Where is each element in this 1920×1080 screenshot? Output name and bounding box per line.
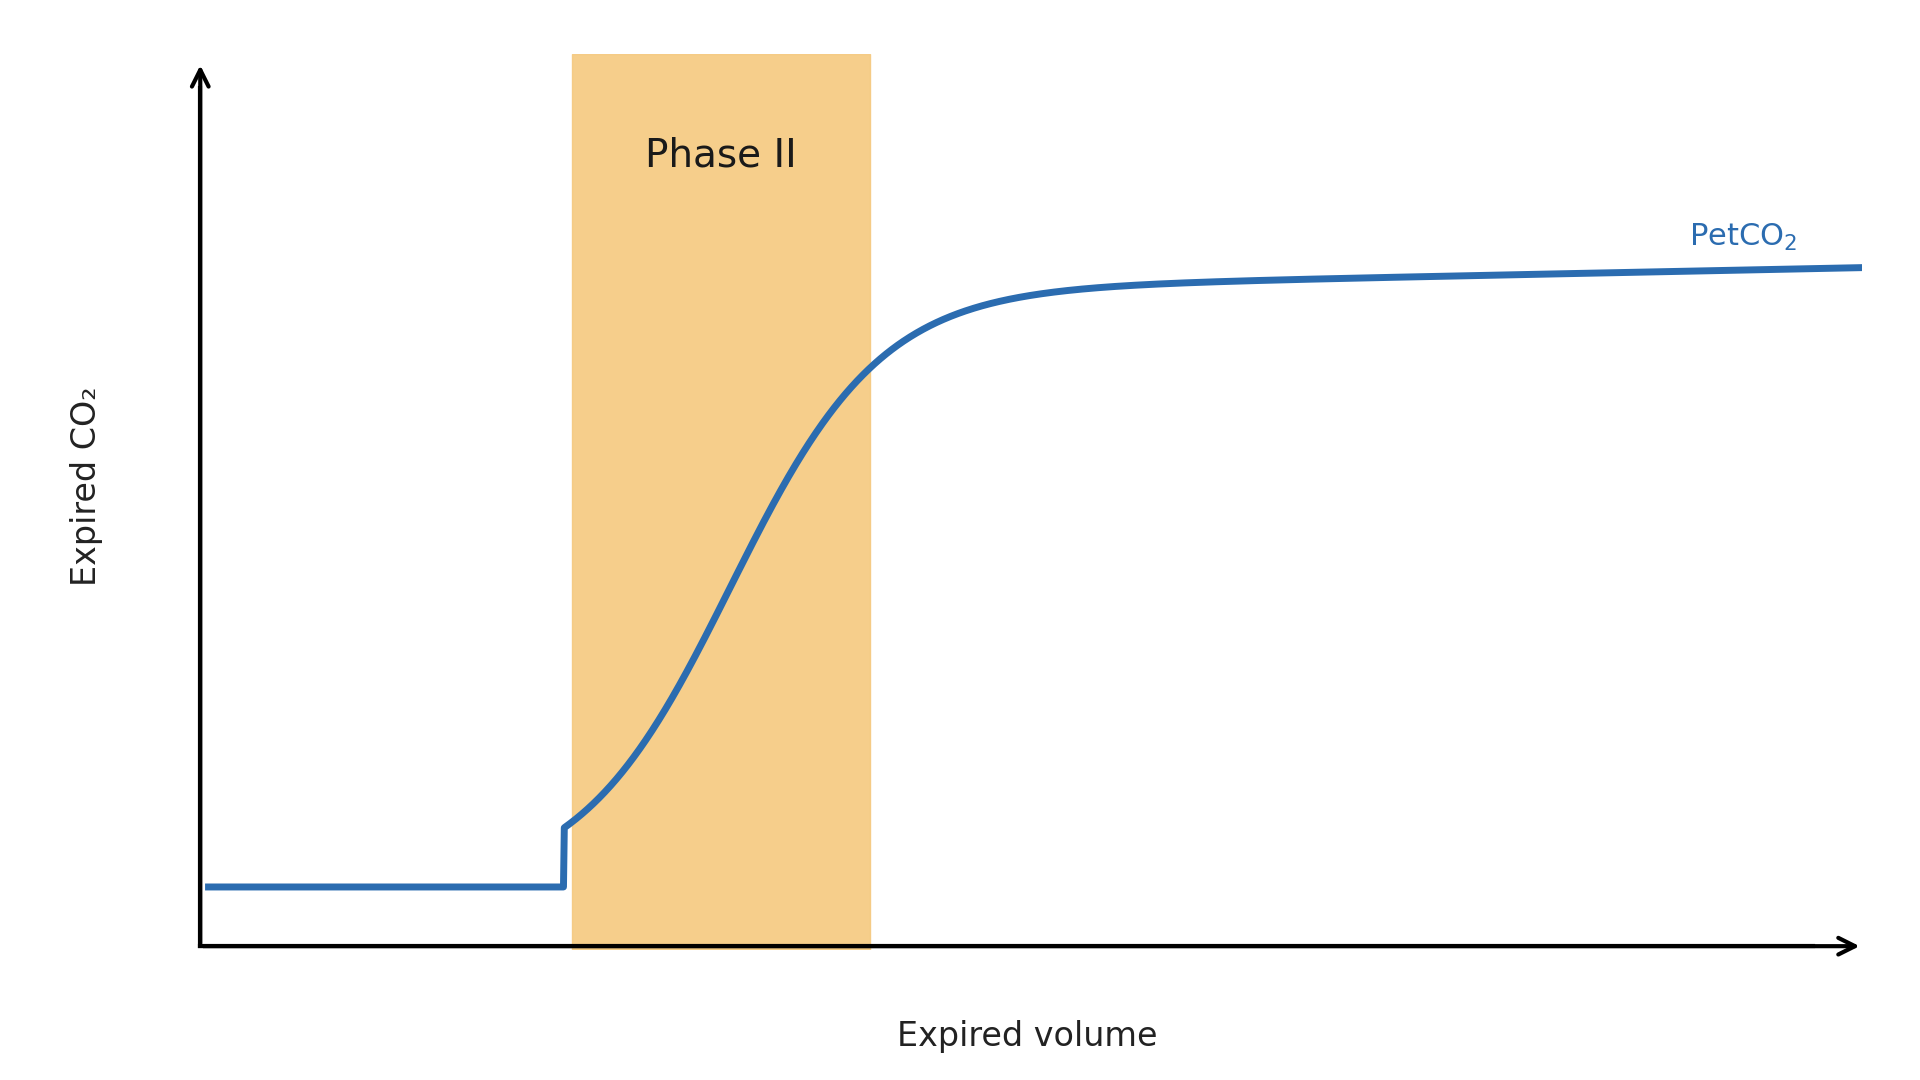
Text: PetCO$_2$: PetCO$_2$ — [1690, 222, 1797, 254]
Text: Expired volume: Expired volume — [897, 1021, 1158, 1053]
Text: Expired CO₂: Expired CO₂ — [69, 387, 104, 585]
Text: Phase II: Phase II — [645, 136, 797, 175]
Bar — [572, 54, 870, 950]
